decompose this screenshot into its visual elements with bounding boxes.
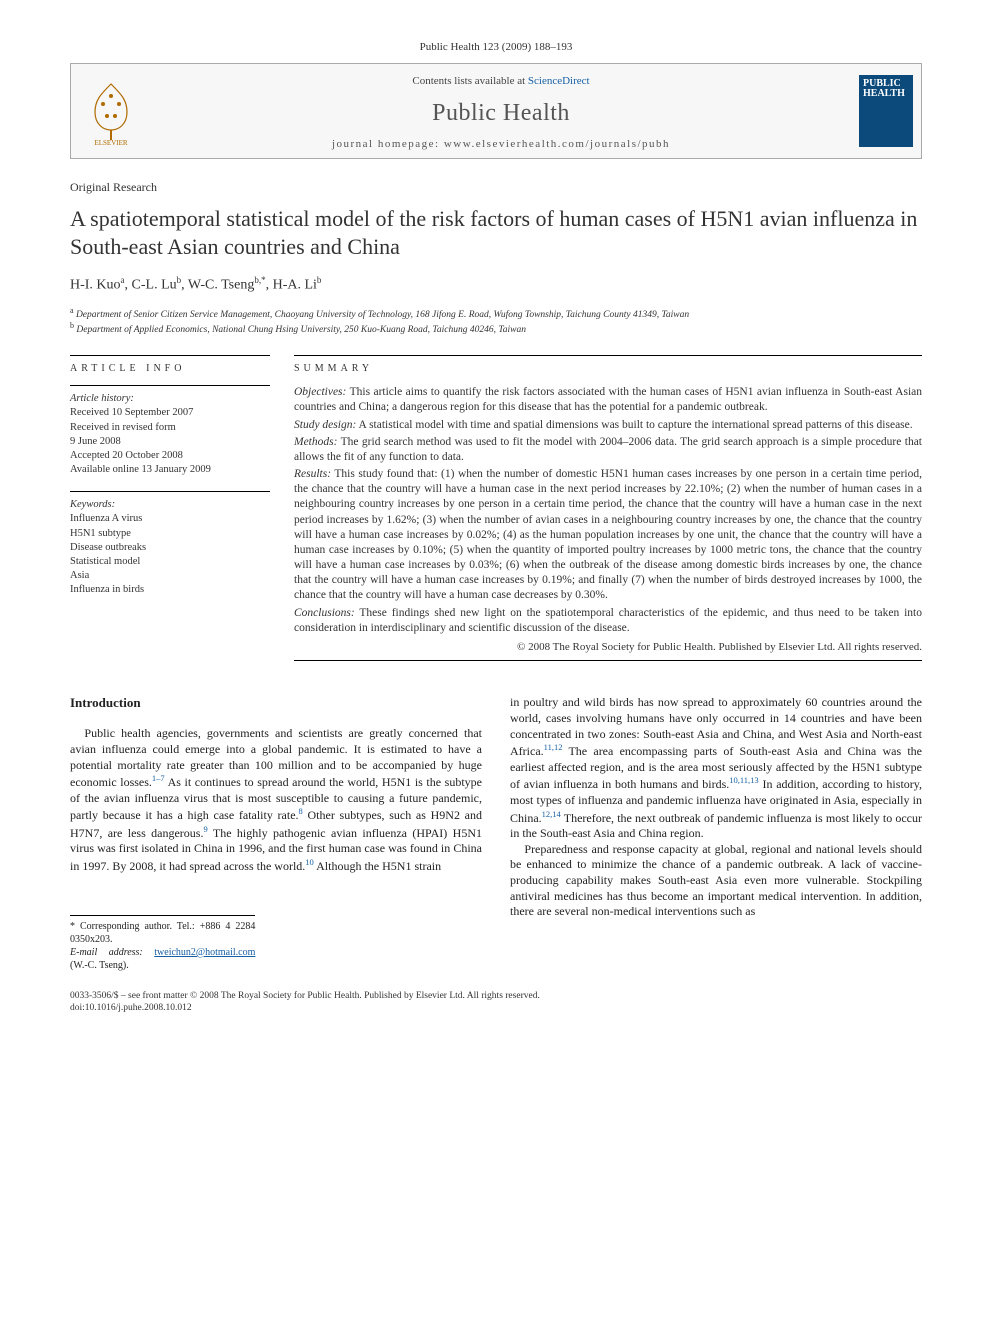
journal-masthead: ELSEVIER Contents lists available at Sci… — [70, 63, 922, 159]
intro-paragraph-right-1: in poultry and wild birds has now spread… — [510, 695, 922, 841]
corresponding-email: E-mail address: tweichun2@hotmail.com (W… — [70, 946, 255, 972]
keyword: Statistical model — [70, 556, 140, 567]
journal-reference: Public Health 123 (2009) 188–193 — [70, 40, 922, 55]
body-right-column: in poultry and wild birds has now spread… — [510, 695, 922, 971]
article-body: Introduction Public health agencies, gov… — [70, 695, 922, 971]
body-left-column: Introduction Public health agencies, gov… — [70, 695, 482, 971]
contents-prefix: Contents lists available at — [412, 75, 527, 87]
doi: doi:10.1016/j.puhe.2008.10.012 — [70, 1002, 922, 1014]
keywords-block: Keywords: Influenza A virus H5N1 subtype… — [70, 498, 270, 597]
footnotes: * Corresponding author. Tel.: +886 4 228… — [70, 915, 255, 972]
summary-results: Results: This study found that: (1) when… — [294, 467, 922, 604]
cover-label-bottom: HEALTH — [863, 89, 909, 99]
summary-column: SUMMARY Objectives: This article aims to… — [294, 355, 922, 662]
journal-homepage: journal homepage: www.elsevierhealth.com… — [151, 137, 851, 152]
summary-heading: SUMMARY — [294, 355, 922, 376]
history-revised-label: Received in revised form — [70, 422, 176, 433]
article-info-heading: ARTICLE INFO — [70, 355, 270, 376]
summary-conclusions: Conclusions: These findings shed new lig… — [294, 606, 922, 636]
contents-line: Contents lists available at ScienceDirec… — [151, 74, 851, 89]
front-matter-footer: 0033-3506/$ – see front matter © 2008 Th… — [70, 990, 922, 1015]
keyword: Disease outbreaks — [70, 542, 146, 553]
summary-design: Study design: A statistical model with t… — [294, 418, 922, 433]
keyword: Influenza in birds — [70, 584, 144, 595]
elsevier-tree-icon: ELSEVIER — [81, 76, 141, 146]
article-title: A spatiotemporal statistical model of th… — [70, 205, 922, 260]
history-revised-date: 9 June 2008 — [70, 436, 121, 447]
summary-copyright: © 2008 The Royal Society for Public Heal… — [294, 640, 922, 655]
keywords-label: Keywords: — [70, 499, 115, 510]
intro-paragraph-right-2: Preparedness and response capacity at gl… — [510, 842, 922, 920]
corresponding-author: * Corresponding author. Tel.: +886 4 228… — [70, 920, 255, 946]
history-accepted: Accepted 20 October 2008 — [70, 450, 183, 461]
issn-copyright: 0033-3506/$ – see front matter © 2008 Th… — [70, 990, 922, 1002]
article-history: Article history: Received 10 September 2… — [70, 392, 270, 477]
journal-cover-thumb: PUBLIC HEALTH — [851, 64, 921, 158]
keyword: Influenza A virus — [70, 513, 142, 524]
introduction-heading: Introduction — [70, 695, 482, 712]
history-label: Article history: — [70, 393, 134, 404]
history-received: Received 10 September 2007 — [70, 407, 193, 418]
keyword: Asia — [70, 570, 89, 581]
publisher-logo: ELSEVIER — [71, 64, 151, 158]
svg-text:ELSEVIER: ELSEVIER — [94, 139, 127, 146]
summary-objectives: Objectives: This article aims to quantif… — [294, 385, 922, 415]
author-list: H-I. Kuoa, C-L. Lub, W-C. Tsengb,*, H-A.… — [70, 274, 922, 296]
summary-methods: Methods: The grid search method was used… — [294, 435, 922, 465]
intro-paragraph-left: Public health agencies, governments and … — [70, 726, 482, 874]
keyword: H5N1 subtype — [70, 528, 131, 539]
article-type: Original Research — [70, 179, 922, 195]
affiliation-b: b Department of Applied Economics, Natio… — [70, 321, 922, 337]
affiliations: a Department of Senior Citizen Service M… — [70, 306, 922, 337]
email-link[interactable]: tweichun2@hotmail.com — [154, 947, 255, 958]
history-online: Available online 13 January 2009 — [70, 464, 211, 475]
journal-name: Public Health — [151, 97, 851, 129]
sciencedirect-link[interactable]: ScienceDirect — [528, 75, 590, 87]
article-info-column: ARTICLE INFO Article history: Received 1… — [70, 355, 270, 662]
affiliation-a: a Department of Senior Citizen Service M… — [70, 306, 922, 322]
